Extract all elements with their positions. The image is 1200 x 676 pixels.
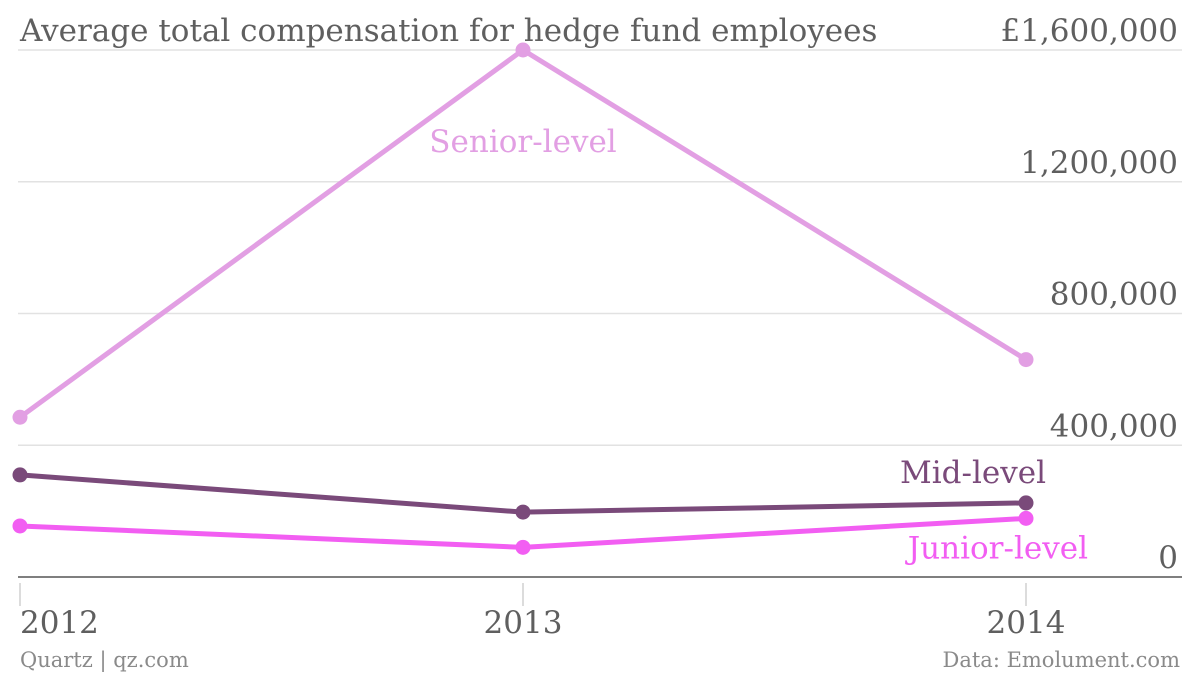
data-source: Data: Emolument.com [943, 648, 1181, 672]
data-point [1018, 510, 1034, 526]
y-tick-label: 800,000 [1050, 277, 1178, 313]
series [12, 42, 1034, 555]
gridlines [18, 49, 1182, 446]
data-point [515, 504, 531, 520]
data-point [12, 409, 28, 425]
series-label-mid-level: Mid-level [900, 455, 1046, 491]
x-axis: 2012 2013 2014 [19, 583, 1066, 641]
series-labels: Senior-level Mid-level Junior-level [429, 124, 1088, 566]
x-tick-label: 2014 [987, 605, 1066, 641]
x-tick-label: 2013 [484, 605, 563, 641]
series-label-senior-level: Senior-level [429, 124, 616, 160]
data-point [515, 42, 531, 58]
y-tick-label: 400,000 [1050, 408, 1178, 444]
series-mid-level [12, 467, 1034, 520]
x-tick-label: 2012 [20, 605, 99, 641]
series-line [17, 47, 1029, 420]
y-tick-label: 1,200,000 [1020, 145, 1178, 181]
series-senior-level [12, 42, 1034, 425]
series-junior-level [12, 510, 1034, 555]
data-point [1018, 495, 1034, 511]
y-tick-label: £1,600,000 [1001, 13, 1179, 49]
y-axis-tick-labels: 0 400,000 800,000 1,200,000 £1,600,000 [1001, 13, 1179, 576]
data-point [12, 518, 28, 534]
data-point [12, 467, 28, 483]
series-label-junior-level: Junior-level [905, 530, 1088, 566]
y-tick-label: 0 [1158, 540, 1178, 576]
chart-title: Average total compensation for hedge fun… [19, 13, 877, 49]
source-credit: Quartz | qz.com [20, 648, 189, 673]
data-point [1018, 352, 1034, 368]
data-point [515, 539, 531, 555]
